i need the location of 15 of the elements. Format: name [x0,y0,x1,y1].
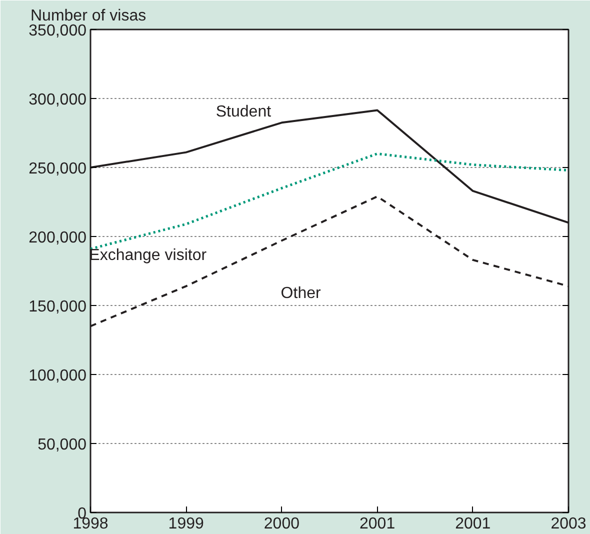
y-tick-label: 250,000 [28,160,87,178]
y-tick-label: 100,000 [28,368,87,384]
x-tick-label: 2001 [455,516,491,532]
y-tick-label: 150,000 [28,298,87,316]
y-axis-title: Number of visas [30,8,146,24]
series-label: Student [216,104,272,121]
x-tick-label: 2000 [264,516,300,532]
y-tick-label: 200,000 [28,230,87,246]
x-tick-label: 2001 [360,516,396,532]
y-tick-label: 350,000 [28,22,87,40]
x-tick-label: 2003 [550,516,586,532]
text: Other [280,284,322,302]
y-tick-label: 300,000 [28,92,87,108]
y-tick-label: 50,000 [38,436,87,454]
x-tick-label: 1999 [168,516,204,532]
